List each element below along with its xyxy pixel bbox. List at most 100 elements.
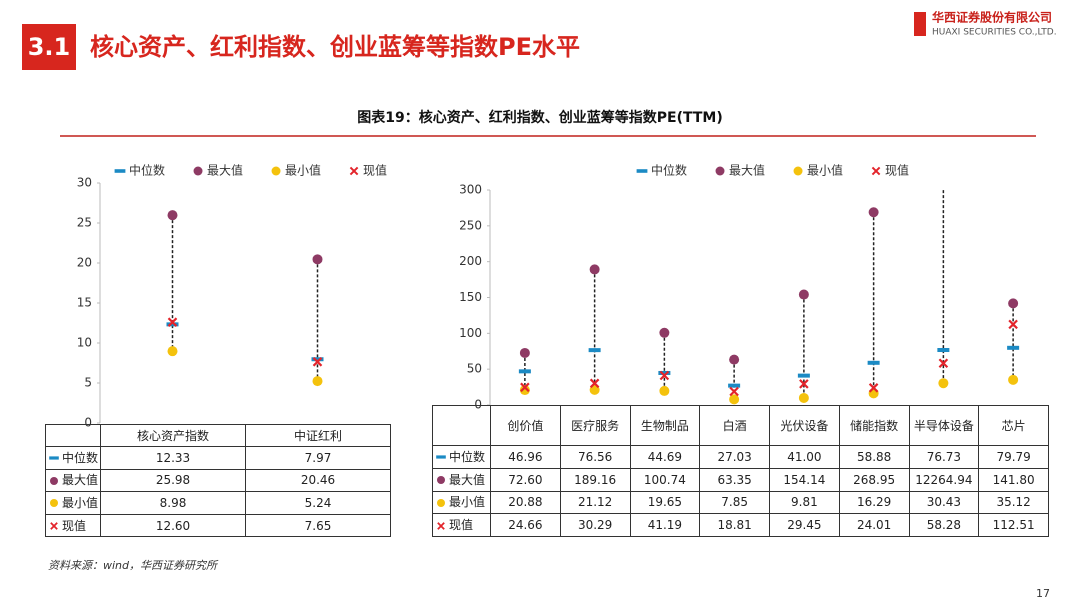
table-row: 最小值 20.88 21.12 19.65 7.85 9.81 16.29 30.43 35.1… — [432, 490, 1049, 515]
value-cell: 16.29 — [838, 490, 910, 515]
category-cell: 医疗服务 — [559, 405, 631, 446]
series-name-cell: 现值 — [432, 513, 491, 537]
dot-marker — [868, 207, 879, 218]
value-cell: 12.33 — [100, 446, 246, 470]
value-cell: 189.16 — [559, 467, 631, 492]
dot-marker — [312, 254, 323, 265]
series-name: 中位数 — [449, 449, 486, 464]
section-number: 3.1 — [28, 33, 71, 61]
median-marker — [658, 370, 671, 375]
value-cell: 44.69 — [629, 445, 701, 469]
median-marker — [937, 348, 950, 353]
dot-marker — [519, 385, 530, 396]
dot-marker — [659, 327, 670, 338]
dot-marker — [798, 289, 809, 300]
y-tick-label: 250 — [459, 218, 482, 232]
x-marker — [938, 358, 949, 369]
x-marker — [520, 382, 530, 393]
logo-mark — [914, 12, 926, 36]
x-marker — [437, 521, 445, 530]
median-marker — [588, 348, 601, 353]
legend-icon — [437, 521, 445, 530]
value-cell: 5.24 — [245, 491, 391, 515]
y-tick-label: 20 — [77, 256, 92, 270]
dot-marker — [437, 476, 445, 485]
value-cell: 41.19 — [629, 513, 701, 537]
y-tick-label: 25 — [77, 216, 92, 230]
series-name-cell: 最大值 — [45, 468, 101, 493]
category-cell: 储能指数 — [838, 405, 910, 446]
corner-cell — [432, 405, 491, 446]
legend-label: 中位数 — [651, 163, 687, 178]
median-marker — [114, 169, 126, 173]
table-row: 最小值 8.98 5.24 — [45, 491, 391, 515]
category-cell: 核心资产指数 — [100, 424, 246, 447]
median-marker — [311, 357, 324, 362]
y-tick-label: 15 — [77, 296, 92, 310]
table-row: 中位数 46.96 76.56 44.69 27.03 41.00 58.88 76.73 79… — [432, 445, 1049, 469]
dot-marker — [519, 347, 530, 358]
median-marker — [797, 373, 810, 378]
table-row: 现值 24.66 30.29 41.19 18.81 29.45 24.01 58.28 112… — [432, 513, 1049, 537]
legend-label: 最大值 — [207, 163, 243, 178]
series-name-cell: 最大值 — [432, 467, 491, 492]
figure-title: 图表19：核心资产、红利指数、创业蓝筹等指数PE(TTM) — [357, 109, 722, 126]
y-tick-label: 10 — [77, 336, 92, 350]
y-tick-label: 100 — [459, 326, 482, 340]
table-header-row: 创价值 医疗服务 生物制品 白酒 光伏设备 储能指数 半导体设备 芯片 — [432, 405, 1049, 446]
value-cell: 21.12 — [559, 490, 631, 515]
x-marker — [729, 386, 739, 397]
value-cell: 100.74 — [629, 467, 701, 492]
series-name-cell: 现值 — [45, 513, 101, 538]
series-name-cell: 中位数 — [432, 445, 491, 469]
dot-marker — [167, 346, 178, 357]
median-marker — [518, 369, 531, 374]
median-marker — [436, 455, 446, 459]
series-name-cell: 最小值 — [45, 491, 101, 515]
value-cell: 27.03 — [699, 445, 770, 469]
plot-area — [518, 189, 1020, 405]
median-marker — [1007, 345, 1020, 350]
value-cell: 112.51 — [978, 513, 1049, 537]
value-cell: 18.81 — [699, 513, 770, 537]
legend-icon — [50, 499, 58, 508]
category-cell: 光伏设备 — [769, 405, 840, 446]
table-row: 中位数 12.33 7.97 — [45, 446, 391, 470]
dot-marker — [729, 394, 740, 405]
value-cell: 30.43 — [908, 490, 980, 515]
category-cell: 创价值 — [490, 405, 561, 446]
value-cell: 58.88 — [838, 445, 910, 469]
value-cell: 12.60 — [100, 513, 246, 538]
series-name: 最小值 — [449, 495, 486, 510]
legend-label: 最大值 — [729, 163, 765, 178]
dot-marker — [798, 392, 809, 403]
x-marker — [349, 166, 359, 176]
y-tick-label: 5 — [84, 376, 92, 390]
value-cell: 76.56 — [559, 445, 631, 469]
median-marker — [728, 383, 741, 388]
value-cell: 46.96 — [490, 445, 561, 469]
plot-area — [166, 210, 324, 387]
x-marker — [868, 383, 879, 393]
slide-title: 核心资产、红利指数、创业蓝筹等指数PE水平 — [90, 33, 580, 61]
x-marker — [589, 378, 600, 389]
corner-cell — [45, 424, 101, 447]
median-marker — [166, 322, 179, 327]
x-marker — [871, 166, 881, 176]
legend-icon — [437, 498, 445, 507]
data-table: 核心资产指数 中证红利 中位数 12.33 7.97 最大值 25.98 20.46 最小值 8.… — [45, 424, 391, 538]
x-marker — [167, 317, 178, 327]
logo-en: HUAXI SECURITIES CO.,LTD. — [932, 28, 1057, 38]
value-cell: 58.28 — [908, 513, 980, 537]
dot-marker — [193, 166, 203, 176]
value-cell: 7.65 — [245, 513, 391, 538]
x-marker — [799, 379, 809, 389]
legend-label: 现值 — [363, 163, 387, 178]
value-cell: 25.98 — [100, 468, 246, 493]
legend-icon — [50, 522, 58, 530]
series-name: 中位数 — [62, 450, 99, 465]
value-cell: 20.88 — [490, 490, 561, 515]
value-cell: 19.65 — [629, 490, 701, 515]
value-cell: 24.01 — [838, 513, 910, 537]
